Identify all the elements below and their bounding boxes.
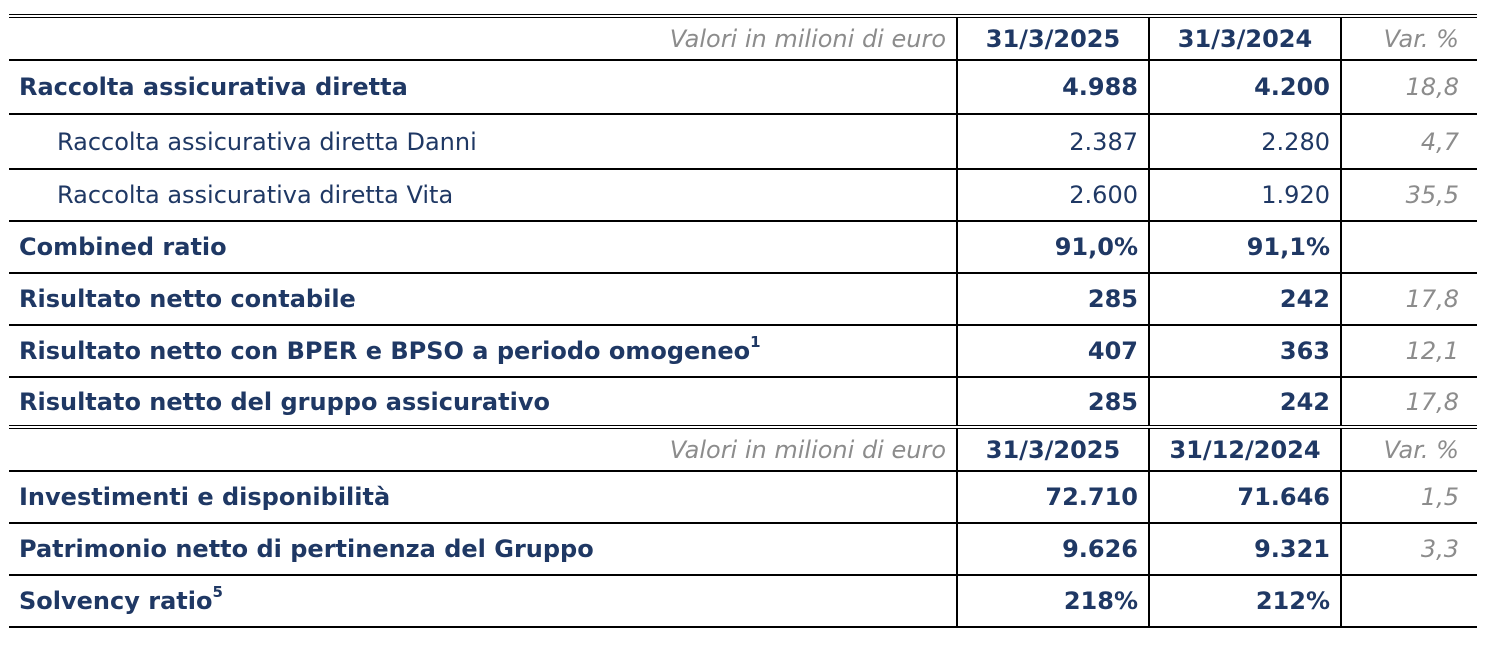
financial-summary: Valori in milioni di euro 31/3/2025 31/3… — [9, 14, 1477, 628]
row-label: Raccolta assicurativa diretta Vita — [9, 169, 957, 222]
row-label-text: Risultato netto con BPER e BPSO a period… — [19, 337, 751, 365]
row-value-variation: 3,3 — [1340, 523, 1477, 576]
section2-header-row: Valori in milioni di euro 31/3/2025 31/1… — [9, 425, 1477, 472]
row-value-current: 407 — [956, 325, 1149, 378]
row-value-current: 218% — [956, 575, 1149, 628]
row-value-variation: 17,8 — [1340, 273, 1477, 326]
column-header-variation: Var. % — [1340, 14, 1477, 61]
row-value-previous: 363 — [1148, 325, 1341, 378]
unit-label: Valori in milioni di euro — [9, 425, 957, 472]
table-row: Raccolta assicurativa diretta Danni 2.38… — [9, 114, 1477, 170]
row-value-previous: 2.280 — [1148, 114, 1341, 170]
table-row: Raccolta assicurativa diretta Vita 2.600… — [9, 169, 1477, 222]
table-row: Investimenti e disponibilità 72.710 71.6… — [9, 471, 1477, 524]
row-label: Risultato netto contabile — [9, 273, 957, 326]
footnote-marker: 1 — [750, 333, 761, 351]
row-label: Risultato netto con BPER e BPSO a period… — [9, 325, 957, 378]
row-value-variation — [1340, 575, 1477, 628]
column-header-current: 31/3/2025 — [956, 14, 1149, 61]
table-row: Risultato netto del gruppo assicurativo … — [9, 377, 1477, 428]
row-value-variation: 4,7 — [1340, 114, 1477, 170]
row-value-current: 285 — [956, 377, 1149, 428]
row-value-current: 9.626 — [956, 523, 1149, 576]
row-label: Raccolta assicurativa diretta — [9, 60, 957, 115]
row-label: Combined ratio — [9, 221, 957, 274]
row-value-variation: 18,8 — [1340, 60, 1477, 115]
table-row: Raccolta assicurativa diretta 4.988 4.20… — [9, 60, 1477, 115]
row-label-text: Solvency ratio — [19, 587, 213, 615]
table-row: Solvency ratio5 218% 212% — [9, 575, 1477, 628]
row-value-previous: 71.646 — [1148, 471, 1341, 524]
row-value-current: 2.600 — [956, 169, 1149, 222]
row-value-variation: 17,8 — [1340, 377, 1477, 428]
row-value-previous: 1.920 — [1148, 169, 1341, 222]
row-value-previous: 91,1% — [1148, 221, 1341, 274]
row-label: Risultato netto del gruppo assicurativo — [9, 377, 957, 428]
table-row: Combined ratio 91,0% 91,1% — [9, 221, 1477, 274]
column-header-previous: 31/12/2024 — [1148, 425, 1341, 472]
row-value-current: 72.710 — [956, 471, 1149, 524]
row-value-current: 285 — [956, 273, 1149, 326]
row-value-variation: 1,5 — [1340, 471, 1477, 524]
row-value-variation — [1340, 221, 1477, 274]
row-value-current: 91,0% — [956, 221, 1149, 274]
table-row: Patrimonio netto di pertinenza del Grupp… — [9, 523, 1477, 576]
row-label: Investimenti e disponibilità — [9, 471, 957, 524]
table-row: Risultato netto contabile 285 242 17,8 — [9, 273, 1477, 326]
column-header-variation: Var. % — [1340, 425, 1477, 472]
column-header-current: 31/3/2025 — [956, 425, 1149, 472]
row-label: Raccolta assicurativa diretta Danni — [9, 114, 957, 170]
row-value-variation: 35,5 — [1340, 169, 1477, 222]
column-header-previous: 31/3/2024 — [1148, 14, 1341, 61]
unit-label: Valori in milioni di euro — [9, 14, 957, 61]
row-value-previous: 4.200 — [1148, 60, 1341, 115]
section1-header-row: Valori in milioni di euro 31/3/2025 31/3… — [9, 14, 1477, 61]
footnote-marker: 5 — [212, 583, 223, 601]
financial-table: Valori in milioni di euro 31/3/2025 31/3… — [9, 14, 1477, 628]
row-value-previous: 242 — [1148, 273, 1341, 326]
table-row: Risultato netto con BPER e BPSO a period… — [9, 325, 1477, 378]
row-value-current: 4.988 — [956, 60, 1149, 115]
row-label: Solvency ratio5 — [9, 575, 957, 628]
row-value-current: 2.387 — [956, 114, 1149, 170]
row-value-previous: 212% — [1148, 575, 1341, 628]
row-value-previous: 242 — [1148, 377, 1341, 428]
row-label: Patrimonio netto di pertinenza del Grupp… — [9, 523, 957, 576]
row-value-previous: 9.321 — [1148, 523, 1341, 576]
row-value-variation: 12,1 — [1340, 325, 1477, 378]
